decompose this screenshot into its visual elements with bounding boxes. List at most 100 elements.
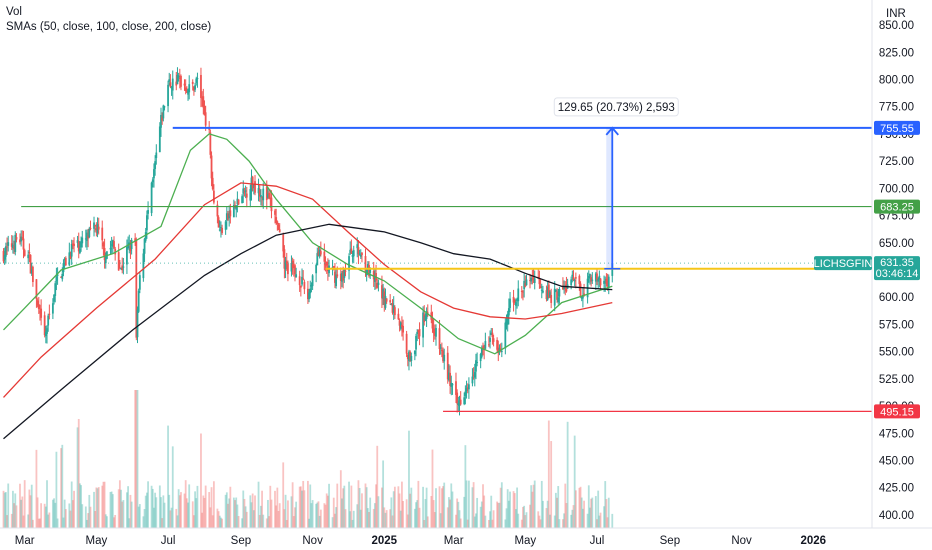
candle-body — [138, 275, 141, 290]
measure-label-box — [553, 97, 679, 117]
candle-body — [249, 189, 252, 201]
volume-bar — [23, 480, 26, 528]
candle-body — [220, 227, 222, 229]
time-tick-label: Mar — [444, 535, 464, 547]
volume-bar — [229, 486, 232, 528]
candle-body — [163, 106, 166, 108]
volume-bar — [598, 515, 601, 528]
candle-body — [161, 116, 164, 121]
candle-body — [162, 105, 165, 119]
candle-body — [418, 329, 421, 337]
time-tick-label: Sep — [231, 535, 251, 547]
volume-indicator-label[interactable]: Vol — [6, 6, 22, 18]
candle-body — [113, 241, 115, 248]
candle-body — [80, 241, 82, 248]
candle-body — [373, 275, 376, 282]
volume-bar — [433, 512, 436, 528]
volume-bar — [324, 504, 327, 528]
volume-bar — [515, 509, 517, 528]
volume-bar — [155, 497, 158, 528]
candle-body — [56, 274, 59, 277]
candle-body — [397, 313, 400, 320]
candle-body — [563, 286, 565, 290]
volume-bar — [62, 517, 65, 528]
candle-body — [287, 263, 289, 275]
price-tick-label: 525.00 — [879, 374, 914, 386]
volume-bar — [290, 496, 293, 528]
volume-bar — [275, 505, 278, 528]
volume-bar — [556, 497, 558, 528]
candle-body — [565, 284, 568, 292]
volume-bar — [316, 502, 319, 528]
volume-bar — [504, 519, 507, 528]
candle-body — [129, 245, 132, 252]
volume-bar — [277, 510, 280, 528]
candle-body — [339, 273, 342, 281]
volume-bar — [546, 500, 549, 528]
volume-bar — [147, 481, 149, 528]
candle-body — [44, 331, 47, 337]
candle-body — [390, 304, 393, 306]
volume-bar — [48, 512, 51, 528]
volume-bar — [384, 512, 387, 528]
volume-bar — [529, 504, 531, 528]
volume-bar — [168, 494, 171, 528]
candle-body — [102, 242, 105, 247]
volume-bar — [315, 503, 318, 528]
candle-body — [457, 403, 460, 406]
candle-body — [212, 190, 215, 203]
volume-bar — [523, 505, 526, 528]
volume-bar — [463, 496, 466, 528]
volume-bar — [128, 518, 131, 528]
sma-indicator-label[interactable]: SMAs (50, close, 100, close, 200, close) — [6, 21, 212, 33]
volume-bar — [517, 513, 520, 528]
volume-bar — [111, 494, 114, 528]
volume-bar — [431, 449, 434, 528]
volume-bar — [402, 501, 404, 528]
volume-bar — [151, 488, 154, 528]
volume-bar — [579, 486, 582, 528]
candle-body — [6, 246, 8, 248]
volume-bar — [351, 519, 354, 528]
measure-label[interactable]: 129.65 (20.73%) 2,593 — [553, 97, 679, 117]
volume-bar — [476, 497, 479, 528]
volume-bar — [89, 506, 92, 528]
volume-bar — [571, 509, 574, 528]
volume-bar — [586, 513, 589, 528]
candle-body — [349, 249, 352, 254]
volume-bar — [532, 484, 535, 528]
candle-body — [336, 274, 339, 277]
candle-body — [364, 256, 367, 273]
volume-bar — [539, 519, 542, 528]
candle-body — [574, 277, 577, 279]
volume-bar — [328, 483, 330, 528]
candle-body — [109, 247, 112, 250]
candle-body — [103, 247, 106, 261]
volume-bar — [302, 480, 305, 528]
volume-bar — [195, 498, 198, 528]
candle-body — [46, 328, 48, 334]
price-tick-label: 850.00 — [879, 20, 914, 32]
candle-body — [269, 197, 272, 199]
candle-body — [302, 278, 305, 280]
volume-bar — [323, 503, 326, 528]
volume-bar — [557, 486, 560, 528]
candle-body — [188, 84, 191, 93]
symbol-tag[interactable]: LICHSGFIN — [814, 258, 873, 270]
volume-bar — [456, 498, 459, 528]
volume-bar — [317, 501, 320, 528]
volume-bar — [491, 519, 494, 528]
candle-body — [150, 182, 153, 214]
candle-body — [218, 229, 221, 231]
volume-bar — [442, 486, 444, 528]
candle-body — [533, 278, 536, 284]
volume-bar — [10, 513, 13, 528]
candle-body — [594, 273, 597, 282]
candle-body — [311, 275, 314, 287]
candle-body — [571, 274, 574, 277]
candle-body — [473, 372, 476, 378]
volume-bar — [294, 507, 296, 528]
volume-bar — [161, 518, 164, 528]
candle-body — [550, 294, 553, 303]
